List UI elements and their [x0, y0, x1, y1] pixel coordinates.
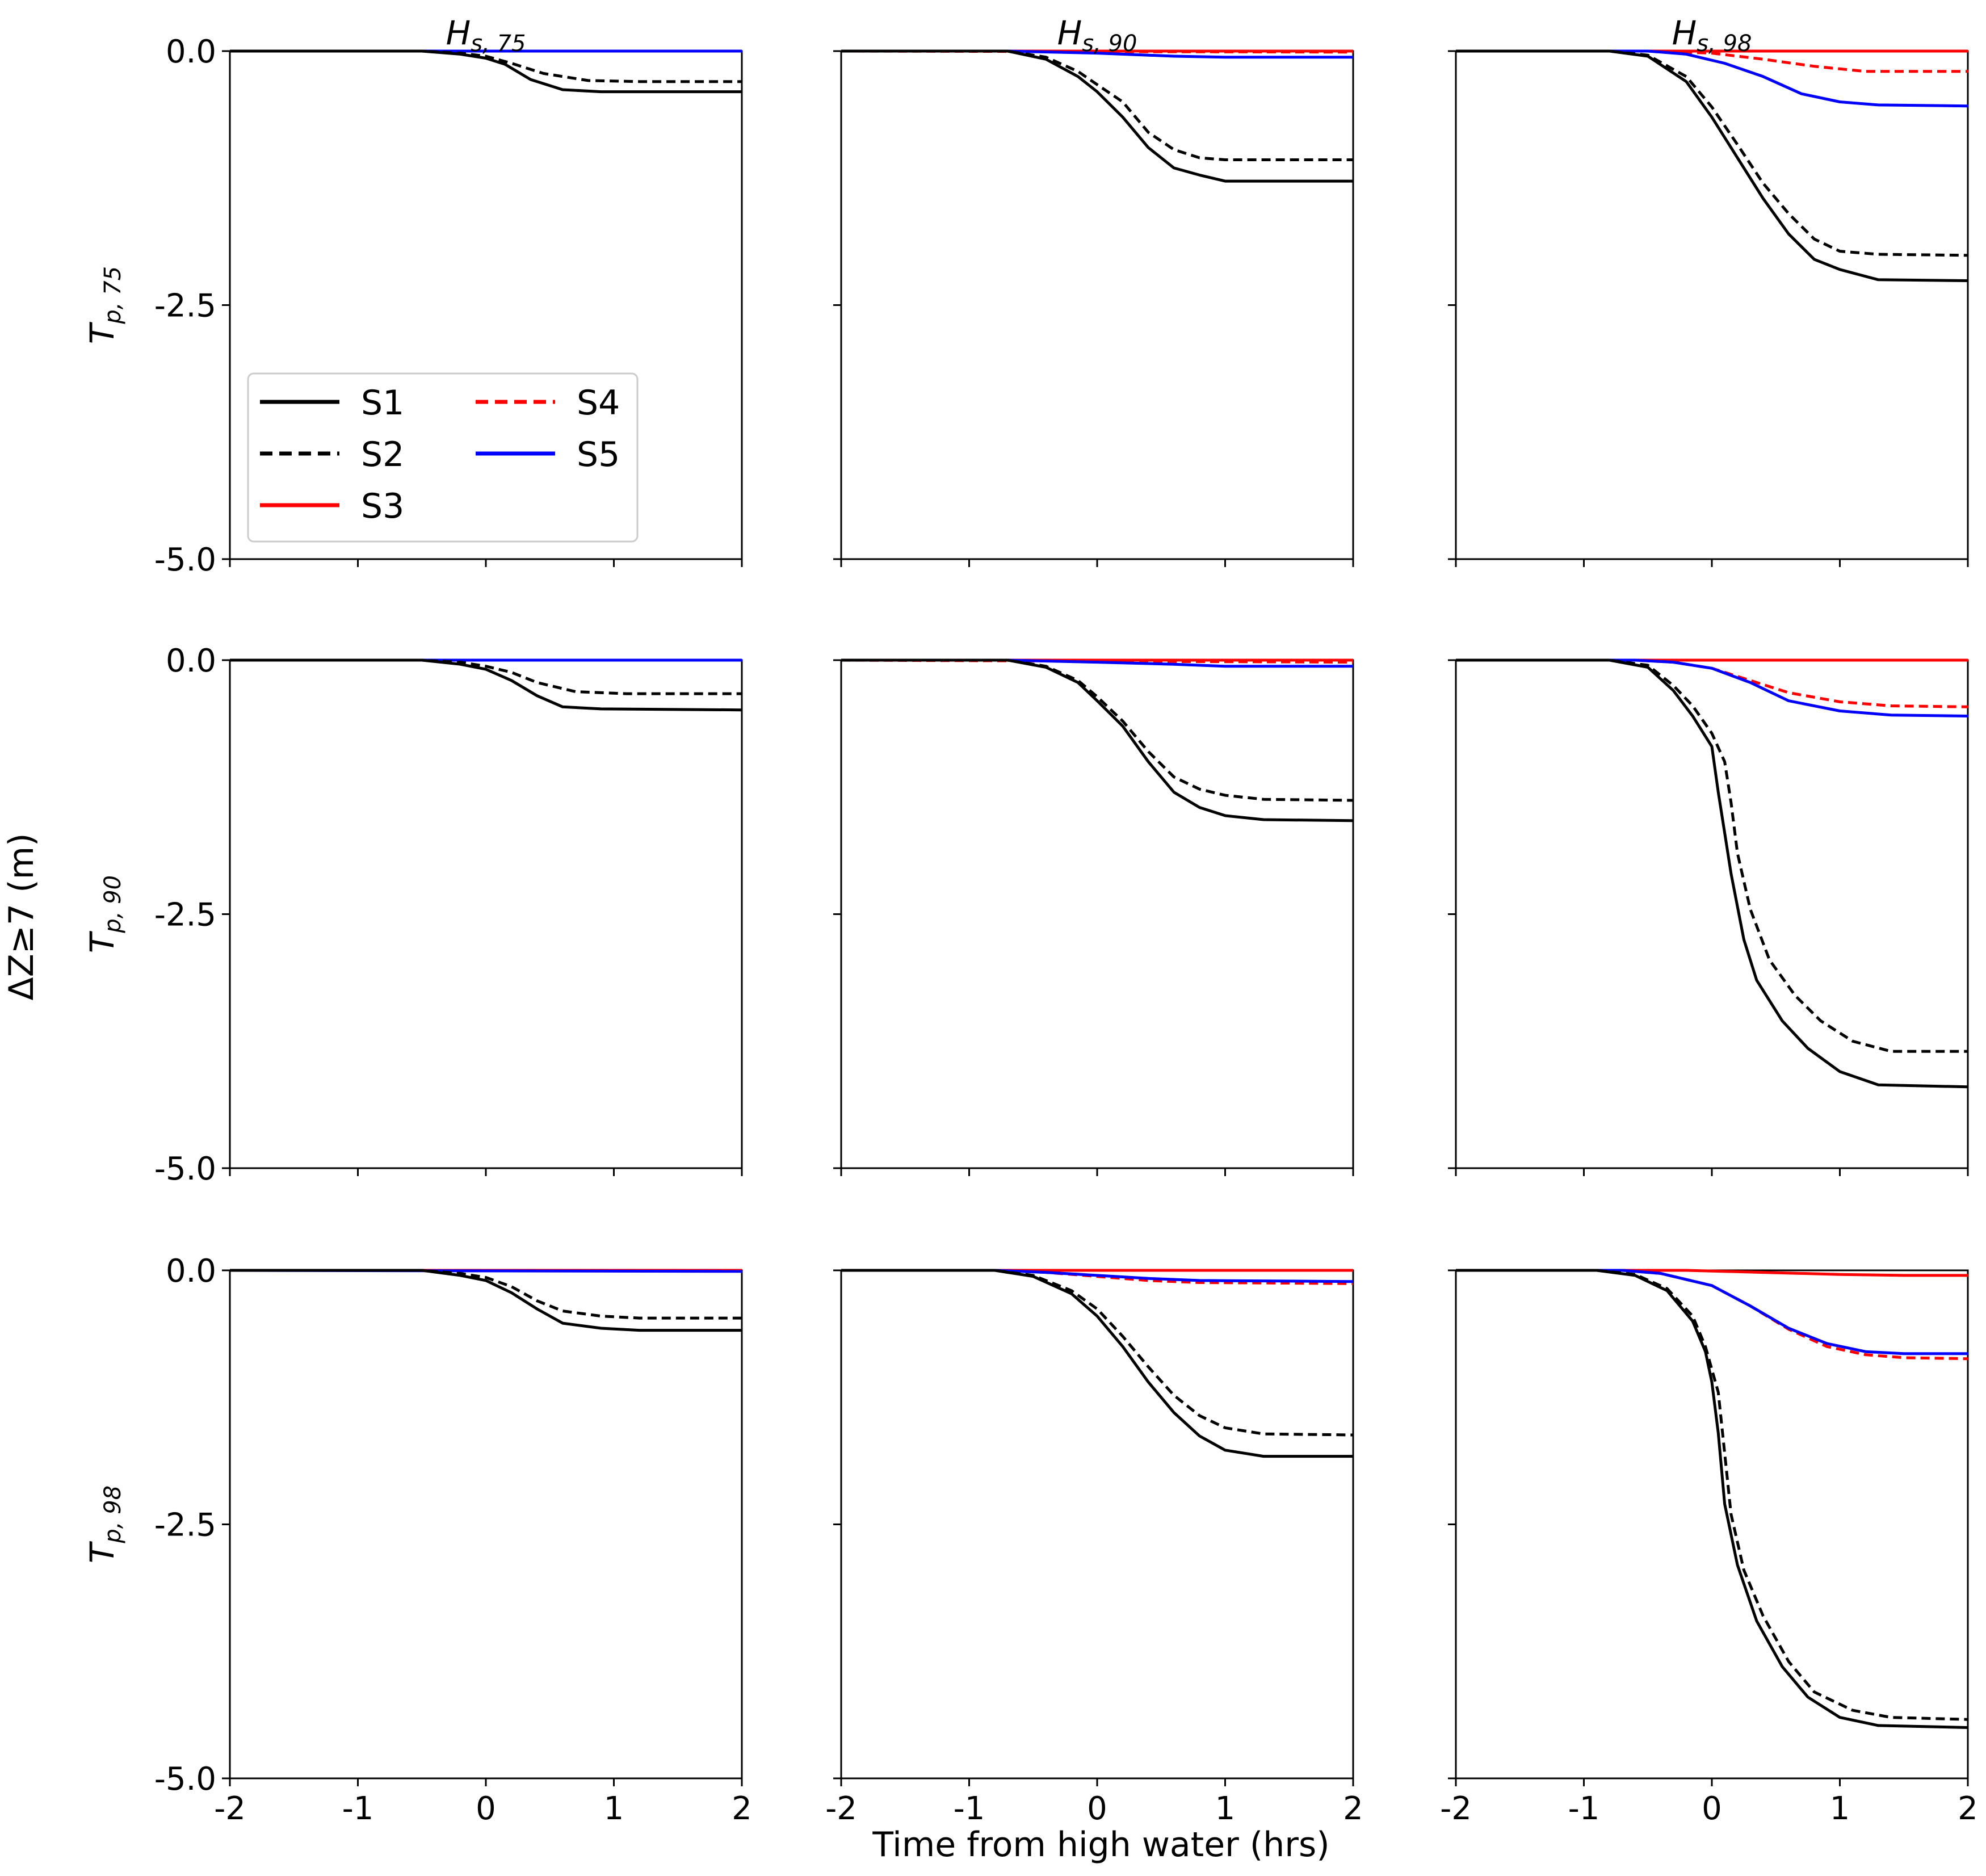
- x-tick-label: 0: [1087, 1790, 1107, 1827]
- x-axis-title: Time from high water (hrs): [872, 1825, 1329, 1865]
- y-tick-label: 0.0: [166, 1253, 216, 1290]
- series-line-s2: [1456, 1269, 1968, 1721]
- x-tick-label: 0: [476, 1790, 496, 1827]
- panel-r3-c2: -2 -1 0 1 2: [825, 1269, 1363, 1827]
- panel-r2-c3: [1448, 658, 1969, 1176]
- y-axis-title: ΔZ≥7 (m): [2, 833, 41, 1001]
- y-tick-label: -2.5: [154, 897, 216, 934]
- series-line-s3: [1456, 1269, 1968, 1277]
- column-title: Hs, 90: [1057, 14, 1137, 57]
- x-tick-label: 1: [604, 1790, 624, 1827]
- series-line-s1: [230, 1269, 742, 1332]
- legend-label-s5: S5: [577, 435, 620, 475]
- series-line-s2: [1456, 658, 1968, 1053]
- column-title: Hs, 98: [1672, 14, 1752, 57]
- panel-r3-c3: -2 -1 0 1 2: [1440, 1269, 1978, 1827]
- x-tick-label: 1: [1215, 1790, 1236, 1827]
- x-tick-label: 2: [1958, 1790, 1978, 1827]
- x-tick-label: 0: [1702, 1790, 1722, 1827]
- row-label: Tp, 75: [83, 266, 126, 344]
- y-tick-label: 0.0: [166, 33, 216, 70]
- panel-r1-c1: 0.0 -2.5 -5.0 Hs, 75 Tp, 75: [83, 14, 743, 578]
- y-tick-label: -2.5: [154, 1507, 216, 1544]
- series-line-s1: [1456, 1269, 1968, 1729]
- legend-label-s3: S3: [361, 486, 404, 526]
- x-tick-label: 1: [1830, 1790, 1850, 1827]
- x-tick-label: -2: [1440, 1790, 1472, 1827]
- series-line-s1: [230, 658, 742, 712]
- series-line-s5: [1456, 49, 1968, 108]
- x-tick-label: -2: [825, 1790, 857, 1827]
- x-tick-label: -1: [1568, 1790, 1600, 1827]
- panel-r2-c2: [833, 658, 1354, 1176]
- legend-label-s4: S4: [577, 383, 620, 423]
- series-line-s1: [841, 1269, 1353, 1458]
- y-tick-label: -5.0: [154, 542, 216, 578]
- x-tick-label: -1: [342, 1790, 374, 1827]
- x-tick-label: 2: [732, 1790, 752, 1827]
- x-tick-label: -2: [214, 1790, 246, 1827]
- series-line-s1: [841, 49, 1353, 183]
- y-tick-label: -2.5: [154, 288, 216, 325]
- panel-r1-c2: Hs, 90: [833, 14, 1354, 567]
- legend-box: [247, 372, 639, 543]
- legend-label-s2: S2: [361, 435, 404, 475]
- row-label: Tp, 98: [83, 1485, 126, 1563]
- series-line-s1: [841, 658, 1354, 822]
- legend-label-s1: S1: [361, 383, 404, 423]
- series-line-s2: [230, 1269, 742, 1320]
- series-line-s5: [1456, 1269, 1968, 1355]
- series-line-s1: [1456, 658, 1968, 1089]
- x-tick-label: -1: [954, 1790, 985, 1827]
- y-tick-label: 0.0: [166, 643, 216, 679]
- series-line-s1: [1456, 49, 1968, 282]
- y-tick-label: -5.0: [154, 1761, 216, 1798]
- series-line-s5: [1456, 658, 1968, 717]
- row-label: Tp, 90: [83, 875, 126, 953]
- series-line-s1: [230, 49, 742, 94]
- panel-r2-c1: 0.0 -2.5 -5.0 Tp, 90: [83, 643, 743, 1187]
- x-tick-label: 2: [1343, 1790, 1363, 1827]
- legend: S1 S2 S3 S4 S5: [247, 372, 639, 543]
- column-title: Hs, 75: [446, 14, 526, 57]
- panel-r1-c3: Hs, 98: [1448, 14, 1969, 567]
- panel-r3-c1: -2 -1 0 1 2 0.0 -2.5 -5.0 Tp, 98: [83, 1253, 752, 1827]
- y-tick-label: -5.0: [154, 1151, 216, 1187]
